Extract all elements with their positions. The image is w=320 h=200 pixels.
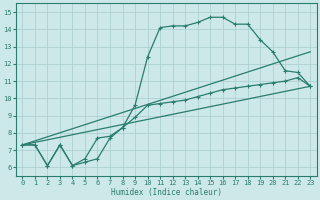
X-axis label: Humidex (Indice chaleur): Humidex (Indice chaleur)	[111, 188, 222, 197]
